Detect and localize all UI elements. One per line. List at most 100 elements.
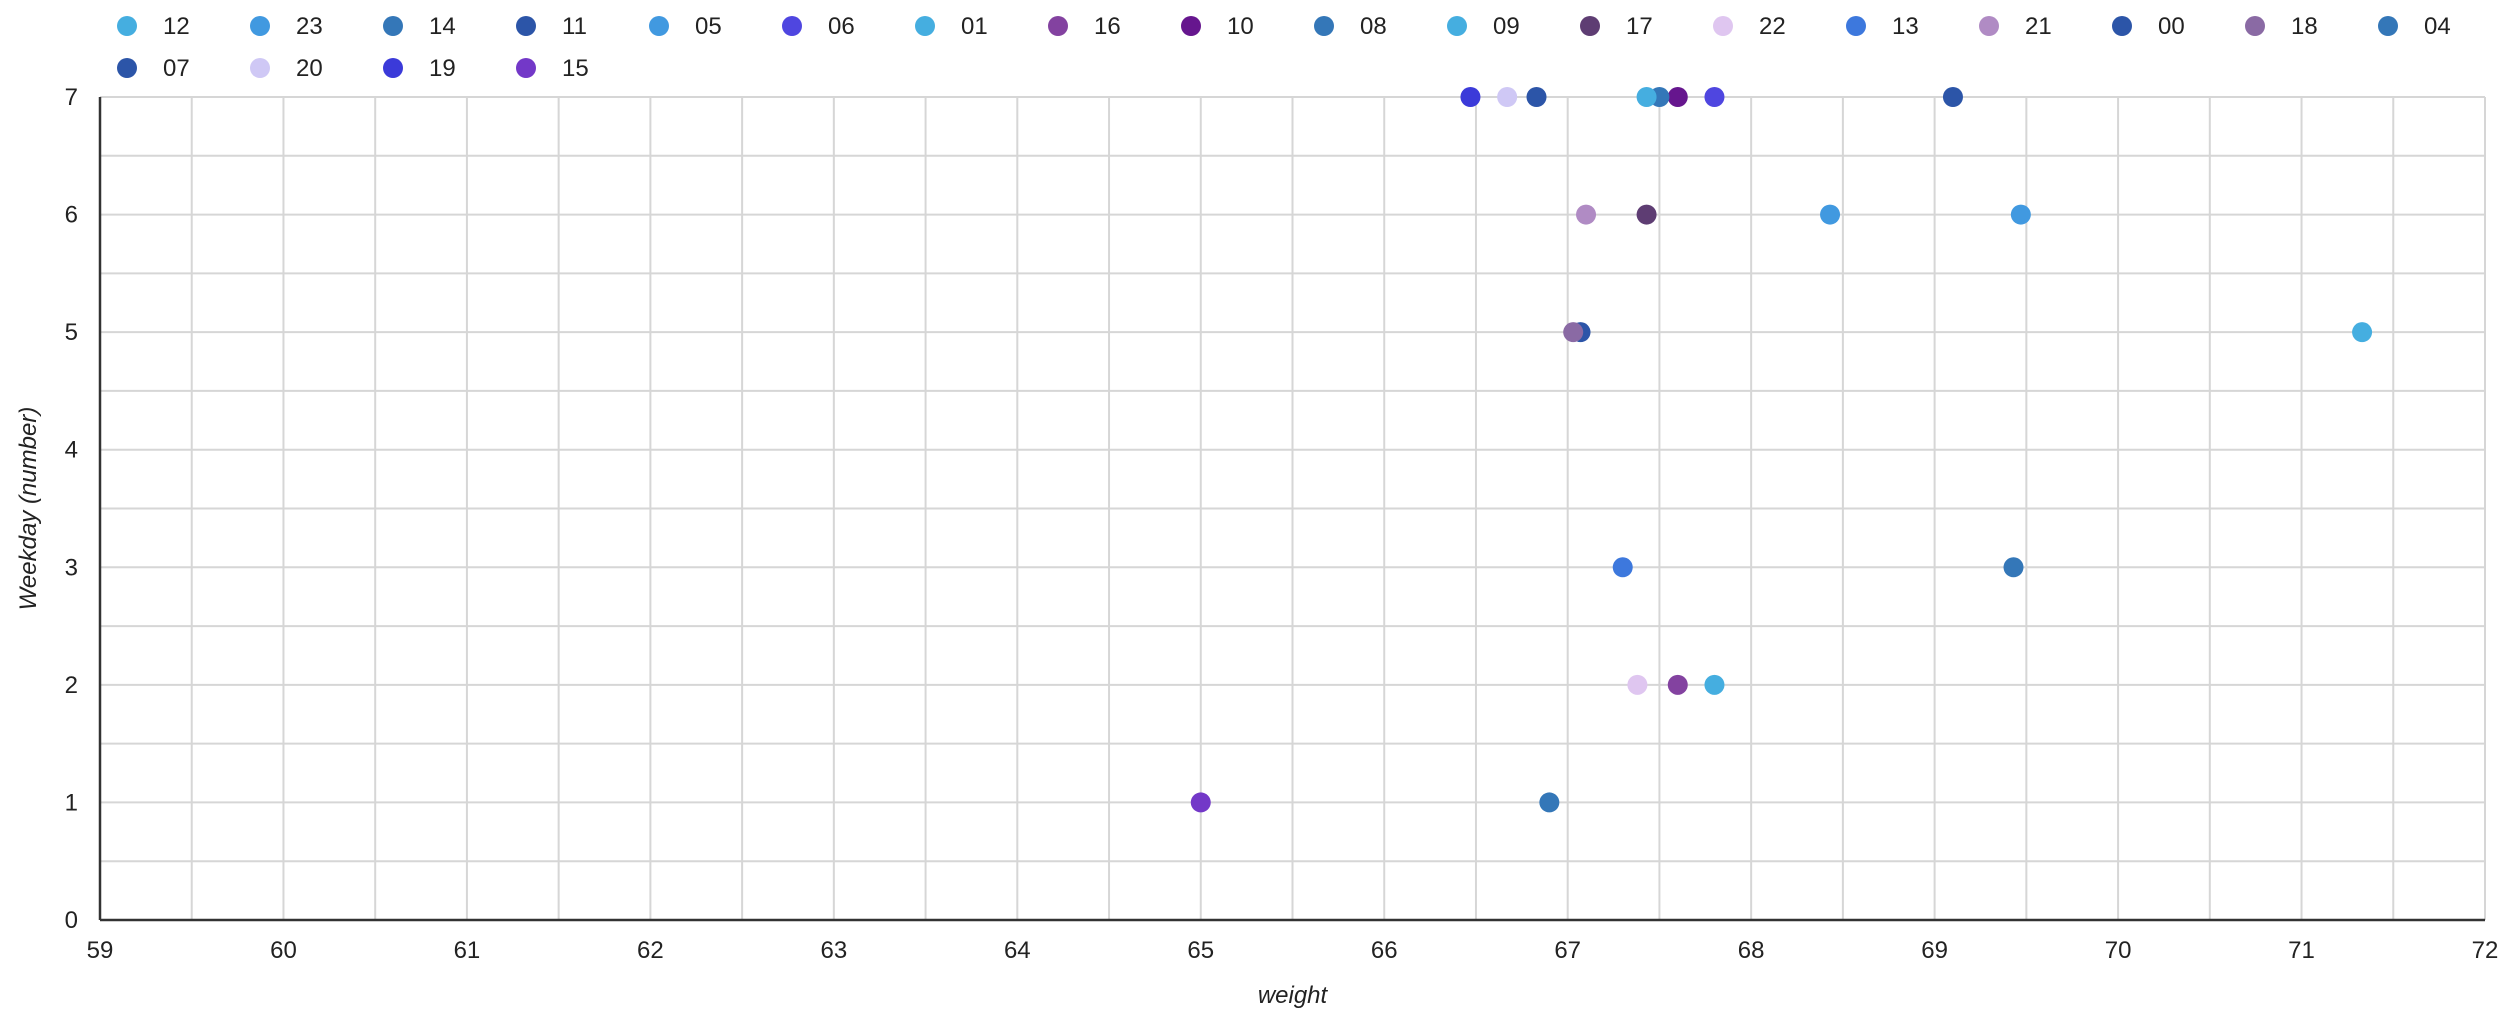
legend-marker — [782, 16, 802, 36]
x-tick-label: 69 — [1921, 937, 1948, 964]
y-axis-ticks: 0 1 2 3 4 5 6 7 — [65, 84, 78, 934]
legend: 12 23 14 11 05 06 01 16 10 08 09 17 22 13 21 00 18 04 07 20… — [117, 13, 2451, 82]
legend-marker — [516, 58, 536, 78]
data-point-04 — [1539, 792, 1560, 813]
legend-item-17[interactable]: 17 — [1580, 13, 1653, 40]
x-tick-label: 63 — [820, 937, 847, 964]
legend-item-00[interactable]: 00 — [2112, 13, 2185, 40]
legend-item-07[interactable]: 07 — [117, 55, 190, 82]
legend-item-15[interactable]: 15 — [516, 55, 589, 82]
legend-label: 18 — [2291, 13, 2318, 40]
legend-item-21[interactable]: 21 — [1979, 13, 2052, 40]
legend-item-11[interactable]: 11 — [516, 13, 587, 40]
data-point-05 — [1820, 204, 1841, 225]
legend-item-19[interactable]: 19 — [383, 55, 456, 82]
legend-label: 09 — [1493, 13, 1520, 40]
legend-item-01[interactable]: 01 — [915, 13, 988, 40]
legend-marker — [1048, 16, 1068, 36]
legend-marker — [1713, 16, 1733, 36]
legend-marker — [1580, 16, 1600, 36]
x-tick-label: 67 — [1554, 937, 1581, 964]
data-point-23 — [2010, 204, 2031, 225]
data-point-14 — [2003, 557, 2024, 578]
y-tick-label: 0 — [65, 907, 78, 934]
legend-marker — [516, 16, 536, 36]
legend-item-18[interactable]: 18 — [2245, 13, 2318, 40]
legend-label: 21 — [2025, 13, 2052, 40]
data-point-01 — [1704, 674, 1725, 695]
legend-marker — [2112, 16, 2132, 36]
y-tick-label: 5 — [65, 319, 78, 346]
x-tick-label: 61 — [454, 937, 481, 964]
axes — [98, 97, 2485, 922]
legend-item-09[interactable]: 09 — [1447, 13, 1520, 40]
data-point-07 — [1526, 87, 1547, 107]
y-tick-label: 3 — [65, 554, 78, 581]
grid — [100, 96, 2486, 920]
legend-label: 17 — [1626, 13, 1653, 40]
legend-label: 15 — [562, 55, 589, 82]
y-tick-label: 6 — [65, 202, 78, 229]
legend-marker — [383, 16, 403, 36]
x-tick-label: 65 — [1187, 937, 1214, 964]
legend-marker — [250, 58, 270, 78]
data-point-06 — [1704, 87, 1725, 107]
legend-marker — [2378, 16, 2398, 36]
data-point-09 — [1636, 87, 1657, 107]
legend-item-13[interactable]: 13 — [1846, 13, 1919, 40]
x-tick-label: 62 — [637, 937, 664, 964]
legend-item-05[interactable]: 05 — [649, 13, 722, 40]
legend-label: 08 — [1360, 13, 1387, 40]
legend-label: 01 — [961, 13, 988, 40]
legend-item-10[interactable]: 10 — [1181, 13, 1254, 40]
data-point-10 — [1667, 87, 1688, 107]
legend-label: 22 — [1759, 13, 1786, 40]
legend-label: 14 — [429, 13, 456, 40]
legend-item-22[interactable]: 22 — [1713, 13, 1786, 40]
legend-label: 20 — [296, 55, 323, 82]
y-tick-label: 4 — [65, 437, 78, 464]
x-axis-title: weight — [1258, 982, 1329, 1009]
x-tick-label: 64 — [1004, 937, 1031, 964]
legend-marker — [915, 16, 935, 36]
legend-marker — [1314, 16, 1334, 36]
legend-item-16[interactable]: 16 — [1048, 13, 1121, 40]
data-point-12 — [2352, 322, 2373, 343]
legend-marker — [2245, 16, 2265, 36]
x-tick-label: 71 — [2288, 937, 2315, 964]
legend-marker — [250, 16, 270, 36]
legend-label: 13 — [1892, 13, 1919, 40]
x-tick-label: 60 — [270, 937, 297, 964]
y-tick-label: 7 — [65, 84, 78, 111]
legend-label: 04 — [2424, 13, 2451, 40]
legend-marker — [1979, 16, 1999, 36]
data-point-13 — [1612, 557, 1633, 578]
data-points — [1190, 87, 2373, 813]
data-point-11 — [1942, 87, 1963, 107]
data-point-22 — [1627, 674, 1648, 695]
legend-marker — [1181, 16, 1201, 36]
legend-marker — [383, 58, 403, 78]
legend-label: 12 — [163, 13, 190, 40]
data-point-20 — [1497, 87, 1518, 107]
y-tick-label: 1 — [65, 789, 78, 816]
x-axis-ticks: 59 60 61 62 63 64 65 66 67 68 69 70 71 72 — [87, 937, 2499, 964]
legend-item-23[interactable]: 23 — [250, 13, 323, 40]
legend-item-14[interactable]: 14 — [383, 13, 456, 40]
legend-marker — [1846, 16, 1866, 36]
legend-item-04[interactable]: 04 — [2378, 13, 2451, 40]
legend-label: 16 — [1094, 13, 1121, 40]
data-point-16 — [1667, 674, 1688, 695]
x-tick-label: 70 — [2105, 937, 2132, 964]
legend-marker — [117, 16, 137, 36]
legend-item-20[interactable]: 20 — [250, 55, 323, 82]
legend-item-06[interactable]: 06 — [782, 13, 855, 40]
legend-item-12[interactable]: 12 — [117, 13, 190, 40]
legend-item-08[interactable]: 08 — [1314, 13, 1387, 40]
x-tick-label: 72 — [2472, 937, 2499, 964]
legend-label: 23 — [296, 13, 323, 40]
legend-marker — [649, 16, 669, 36]
legend-label: 05 — [695, 13, 722, 40]
data-point-19 — [1460, 87, 1481, 107]
